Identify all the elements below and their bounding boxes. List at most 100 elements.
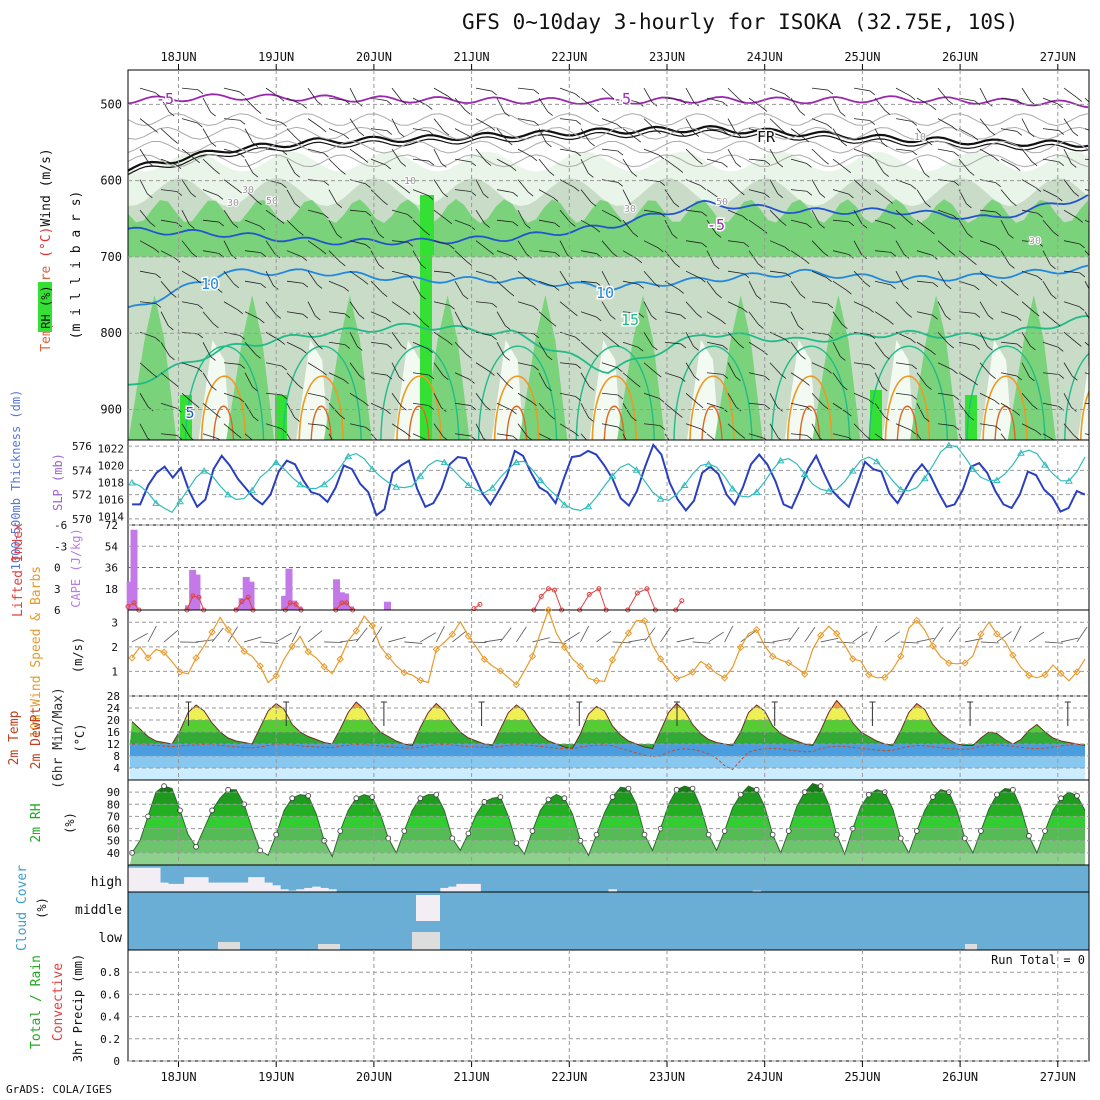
wind-barb-flag	[804, 381, 810, 386]
cloud-cell	[416, 895, 440, 921]
slp-tick-label: 1016	[98, 494, 125, 507]
wind-barb-flag	[614, 342, 620, 347]
wind-barb	[601, 148, 618, 152]
wind-barb	[1042, 311, 1056, 323]
isotherm-15-loop	[575, 345, 655, 440]
wind-barb-flag	[806, 163, 812, 168]
wind-barb	[1063, 270, 1080, 274]
wind-speed-marker	[560, 643, 569, 652]
wind-barb	[601, 87, 614, 100]
cloud-cell	[192, 877, 201, 892]
cloud-cell	[448, 886, 457, 892]
wind-barb	[160, 97, 170, 113]
wind-barb	[916, 189, 926, 204]
wind-barb	[811, 148, 824, 161]
wind-barb-flag	[336, 233, 343, 239]
cloud-cell	[280, 889, 289, 892]
date-label-top: 27JUN	[1040, 50, 1076, 64]
slp-marker	[776, 456, 785, 464]
wind-barb	[496, 372, 509, 385]
wind-barb-flag	[990, 374, 996, 380]
li-line	[533, 588, 563, 611]
wind-barb-flag	[298, 231, 304, 236]
wind-barb-flag	[552, 197, 559, 202]
wind-barb	[244, 433, 253, 440]
slp-marker	[248, 486, 257, 494]
wind-barb-flag	[945, 284, 952, 290]
wind-barb	[853, 423, 866, 436]
wind-barb-flag	[1058, 374, 1065, 379]
wind-barb-flag	[281, 365, 287, 371]
wind-barb	[895, 87, 911, 97]
wind-barb	[601, 331, 615, 343]
wind-barb-flag	[488, 250, 494, 255]
wind-barb-flag	[512, 192, 519, 197]
surface-wind-barb	[163, 630, 179, 643]
wind-barb-flag	[362, 158, 369, 163]
surface-wind-barb	[836, 641, 855, 644]
wind-barb-flag	[995, 211, 1002, 217]
wind-barb	[538, 97, 548, 112]
wind-barb	[706, 128, 723, 131]
wind-barb-flag	[679, 377, 686, 382]
wind-barb-flag	[700, 185, 707, 190]
wind-barb-flag	[806, 190, 813, 196]
wind-barb-flag	[174, 257, 181, 263]
wind-barb	[391, 270, 408, 276]
wind-barb-flag	[827, 303, 834, 309]
wind-barb-flag	[716, 293, 722, 299]
wind-barb	[874, 128, 883, 144]
wind-barb	[706, 402, 723, 409]
surface-wind-barb	[964, 638, 983, 643]
slp-marker	[272, 458, 281, 466]
wind-barb	[853, 331, 870, 335]
rh-dry-column	[980, 340, 1013, 440]
wind-barb	[916, 280, 933, 284]
wind-barb-flag	[1029, 132, 1035, 138]
wind-barb-flag	[1037, 242, 1044, 247]
cloud-cell	[464, 883, 473, 892]
rh-marker	[353, 795, 360, 802]
slp-marker	[656, 495, 665, 502]
wind-barb-flag	[926, 447, 931, 451]
wind-barb	[517, 362, 534, 367]
wind-barb	[181, 87, 198, 91]
cloud-cell	[218, 942, 240, 950]
surface-wind-barb	[371, 626, 383, 643]
wind-barb-flag	[298, 139, 304, 145]
rh-marker	[545, 796, 552, 803]
wind-barb	[244, 341, 256, 355]
wind-barb	[1084, 219, 1089, 223]
wind-speed-marker	[736, 643, 745, 652]
wind-barb-flag	[1016, 99, 1023, 105]
cloud-layer-label: low	[99, 931, 123, 946]
wind-barb	[958, 97, 975, 102]
wind-barb-flag	[764, 375, 770, 381]
wind-barb-flag	[401, 344, 407, 350]
wind-barb-flag	[1029, 376, 1035, 382]
surface-wind-barb	[660, 626, 671, 643]
date-label-bottom: 27JUN	[1040, 1070, 1076, 1084]
wind-barb-flag	[575, 151, 582, 157]
wind-barb-flag	[358, 314, 365, 320]
wind-barb	[496, 128, 508, 142]
contour-label: 50	[266, 196, 278, 207]
wind-barb-flag	[764, 193, 770, 198]
wind-barb-flag	[484, 223, 490, 228]
cloud-cell	[752, 890, 762, 892]
wind-barb-flag	[1051, 294, 1057, 300]
wind-barb-flag	[365, 211, 372, 217]
wind-barb	[517, 240, 527, 255]
wind-barb-flag	[190, 192, 196, 198]
wind-barb	[328, 250, 341, 263]
wind-barb	[643, 423, 660, 426]
wind-barb	[874, 311, 889, 321]
wind-barb-flag	[1014, 411, 1020, 416]
wind-barb-flag	[216, 288, 223, 293]
wind-barb-flag	[1009, 263, 1015, 269]
wind-barb-flag	[1032, 405, 1038, 410]
wind-barb	[475, 423, 484, 439]
cloud-cell	[412, 932, 440, 950]
cloud-cell	[272, 885, 281, 892]
surface-wind-barb	[708, 631, 724, 643]
